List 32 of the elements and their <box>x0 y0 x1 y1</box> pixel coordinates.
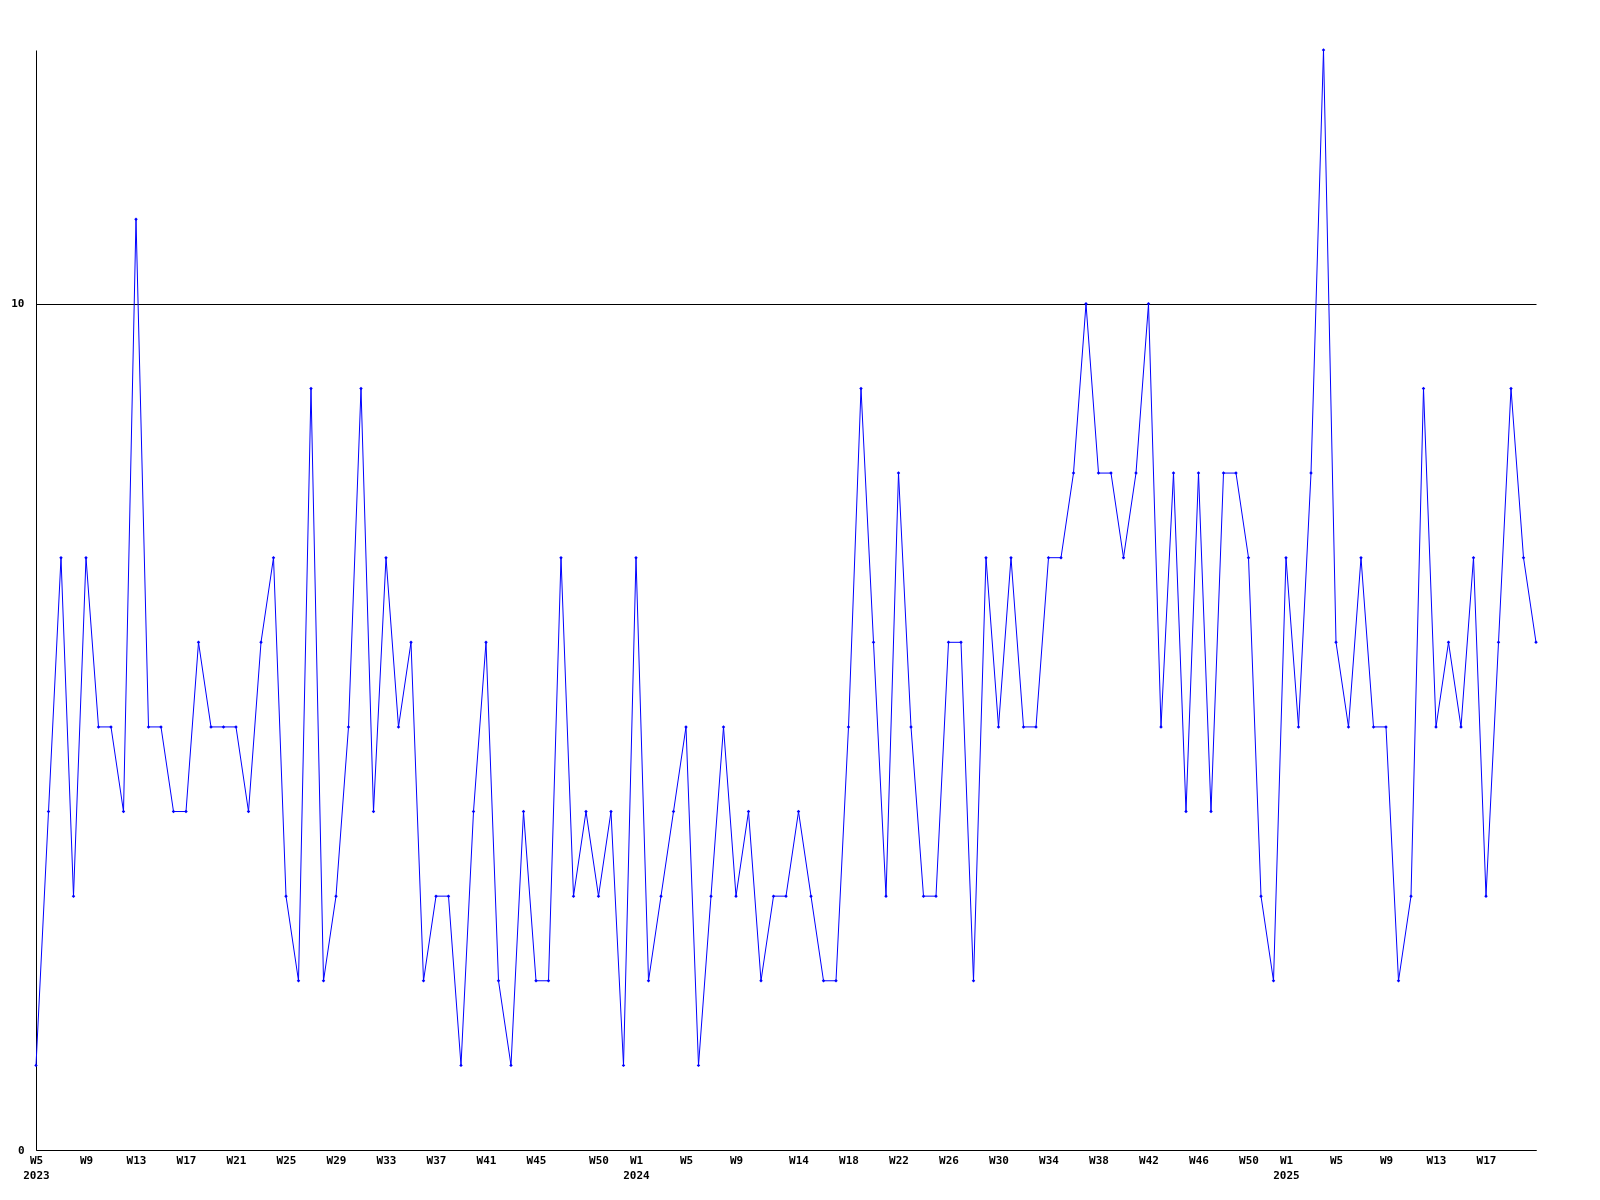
x-tick-label: W25 <box>276 1153 297 1167</box>
x-tick-label: W50 <box>1239 1153 1259 1167</box>
x-tick-label: W17 <box>176 1153 197 1167</box>
x-tick-label: W34 <box>1039 1153 1060 1167</box>
x-tick-label: W17 <box>1476 1153 1497 1167</box>
x-tick-label: W9 <box>1379 1153 1394 1167</box>
x-tick-label: W14 <box>789 1153 810 1167</box>
x-tick-label: W22 <box>889 1153 909 1167</box>
x-tick-label: W30 <box>989 1153 1009 1167</box>
x-tick-label: W42 <box>1139 1153 1159 1167</box>
x-tick-label: W5 2023 <box>23 1153 50 1182</box>
x-tick-label: W18 <box>839 1153 859 1167</box>
x-tick-label: W46 <box>1189 1153 1210 1167</box>
x-tick-label: W41 <box>476 1153 497 1167</box>
x-tick-label: W45 <box>526 1153 547 1167</box>
x-tick-label: W29 <box>326 1153 347 1167</box>
x-tick-label: W50 <box>589 1153 609 1167</box>
x-tick-label: W13 <box>1426 1153 1447 1167</box>
y-tick-label: 0 <box>17 1143 25 1157</box>
x-tick-label: W9 <box>79 1153 94 1167</box>
x-tick-label: W5 <box>679 1153 694 1167</box>
x-tick-label: W21 <box>226 1153 247 1167</box>
x-tick-label: W1 2024 <box>623 1153 651 1182</box>
x-tick-label: W33 <box>376 1153 397 1167</box>
x-tick-label: W5 <box>1329 1153 1344 1167</box>
x-tick-label: W26 <box>939 1153 960 1167</box>
x-tick-label: W1 2025 <box>1273 1153 1300 1182</box>
x-tick-label: W13 <box>126 1153 147 1167</box>
y-tick-label: 10 <box>11 297 25 311</box>
x-tick-label: W9 <box>729 1153 744 1167</box>
x-tick-label: W38 <box>1089 1153 1109 1167</box>
x-tick-label: W37 <box>426 1153 447 1167</box>
